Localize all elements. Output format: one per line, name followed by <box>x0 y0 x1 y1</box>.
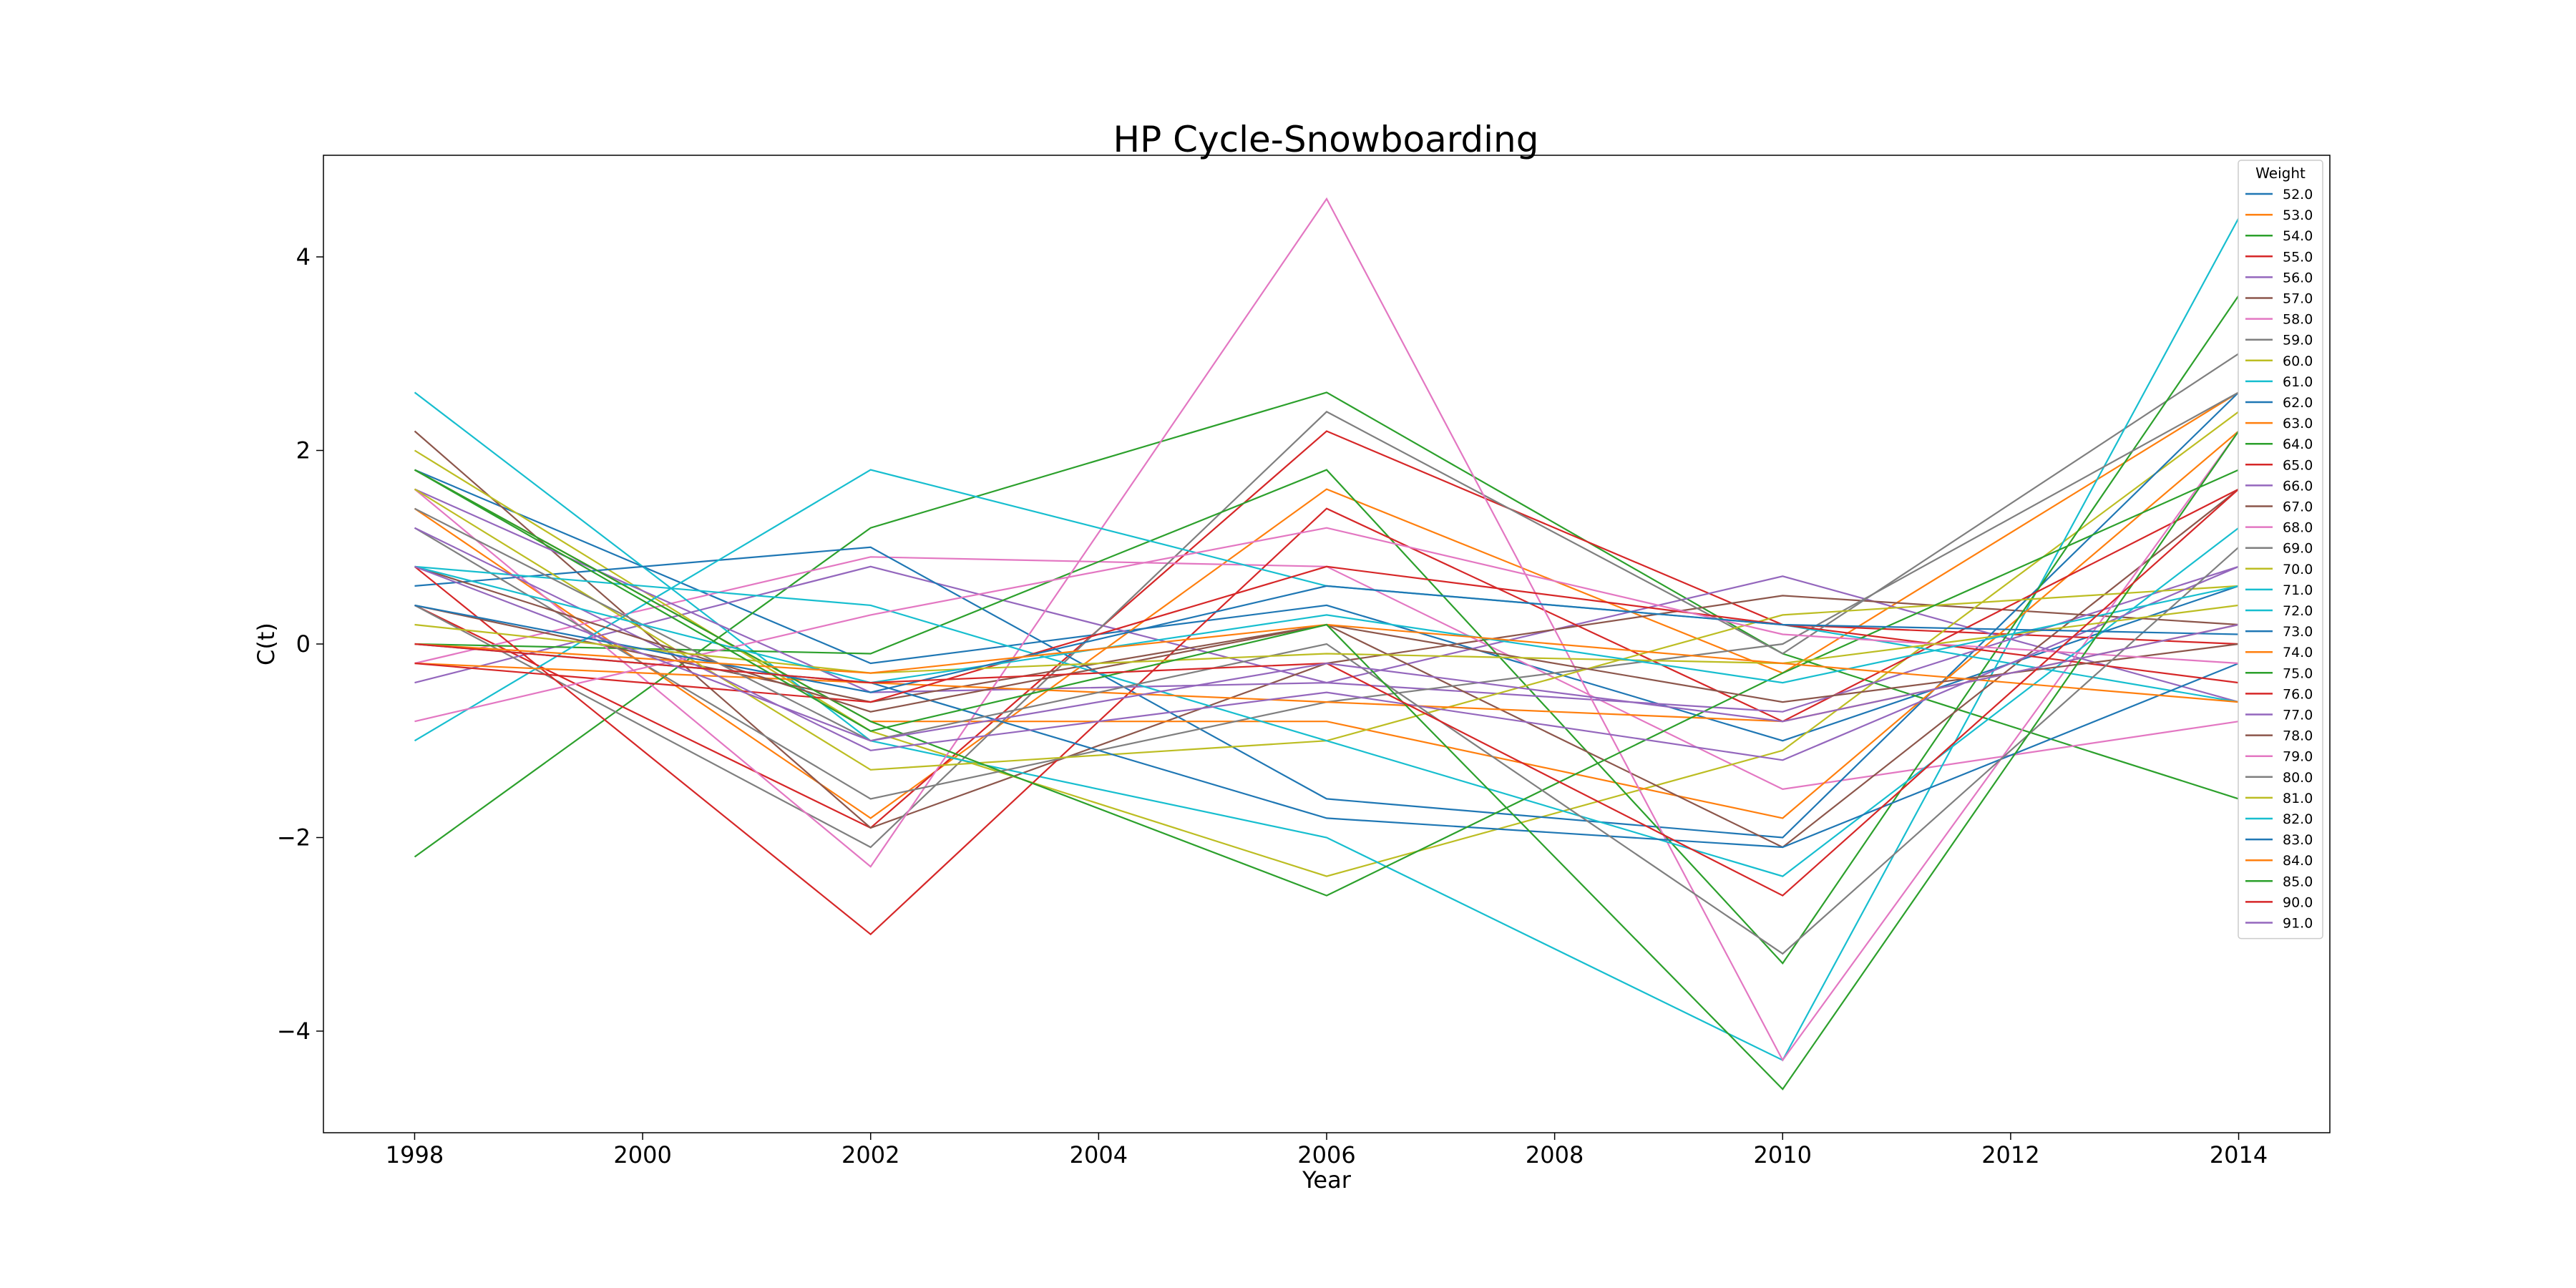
series-line-55.0 <box>414 430 2239 829</box>
x-tick-label: 2014 <box>2210 1141 2268 1169</box>
legend-label: 81.0 <box>2283 791 2313 806</box>
series-line-75.0 <box>414 469 2239 897</box>
legend-label: 77.0 <box>2283 708 2313 723</box>
x-tick-label: 1998 <box>386 1141 444 1169</box>
legend-label: 72.0 <box>2283 603 2313 619</box>
legend-label: 76.0 <box>2283 686 2313 702</box>
series-line-61.0 <box>414 218 2240 1062</box>
y-axis: −4 −2 0 2 4 <box>277 243 323 1045</box>
y-tick-label: 0 <box>296 630 311 658</box>
series-line-77.0 <box>414 527 2239 761</box>
legend-label: 85.0 <box>2283 874 2313 889</box>
legend-label: 66.0 <box>2283 478 2313 494</box>
legend: Weight 52.0 53.0 54.0 55.0 56.0 57.0 58.0 59.0 60… <box>2238 160 2323 940</box>
legend-label: 68.0 <box>2283 520 2313 536</box>
legend-label: 53.0 <box>2283 208 2313 223</box>
x-tick-label: 2002 <box>841 1141 899 1169</box>
legend-title: Weight <box>2255 165 2306 182</box>
legend-label: 83.0 <box>2283 832 2313 848</box>
series-line-56.0 <box>414 565 2239 703</box>
series-line-59.0 <box>414 353 2240 849</box>
legend-label: 67.0 <box>2283 499 2313 515</box>
series-line-80.0 <box>414 507 2240 955</box>
legend-label: 78.0 <box>2283 728 2313 744</box>
legend-label: 91.0 <box>2283 916 2313 932</box>
x-tick-label: 2006 <box>1297 1141 1355 1169</box>
series-line-57.0 <box>414 430 2239 829</box>
y-tick-label: 4 <box>296 243 311 270</box>
x-tick-label: 2000 <box>613 1141 671 1169</box>
legend-label: 64.0 <box>2283 436 2313 452</box>
legend-label: 69.0 <box>2283 541 2313 557</box>
legend-label: 57.0 <box>2283 291 2313 307</box>
legend-label: 90.0 <box>2283 894 2313 910</box>
legend-label: 84.0 <box>2283 853 2313 869</box>
legend-label: 60.0 <box>2283 353 2313 369</box>
legend-label: 79.0 <box>2283 749 2313 765</box>
series-line-53.0 <box>414 391 2240 819</box>
x-axis: 1998 2000 2002 2004 2006 2008 2010 2012 2014 <box>386 1133 2268 1169</box>
legend-label: 82.0 <box>2283 811 2313 827</box>
legend-box <box>2238 160 2323 940</box>
y-tick-label: 2 <box>296 437 311 464</box>
x-tick-label: 2008 <box>1526 1141 1584 1169</box>
legend-label: 62.0 <box>2283 395 2313 411</box>
legend-label: 71.0 <box>2283 582 2313 598</box>
plot-lines <box>414 197 2240 1091</box>
legend-label: 63.0 <box>2283 416 2313 431</box>
y-axis-label: C(t) <box>253 623 280 665</box>
legend-label: 75.0 <box>2283 665 2313 681</box>
series-line-70.0 <box>414 488 2239 771</box>
series-line-66.0 <box>414 488 2239 713</box>
legend-label: 56.0 <box>2283 270 2313 286</box>
y-tick-label: −4 <box>277 1018 311 1045</box>
legend-label: 54.0 <box>2283 228 2313 244</box>
x-axis-label: Year <box>1302 1166 1352 1194</box>
legend-label: 55.0 <box>2283 249 2313 265</box>
chart-title: HP Cycle-Snowboarding <box>1113 119 1539 160</box>
legend-label: 73.0 <box>2283 624 2313 640</box>
series-line-91.0 <box>414 565 2239 742</box>
series-line-85.0 <box>414 430 2240 1091</box>
series-line-52.0 <box>414 469 2239 742</box>
x-tick-label: 2010 <box>1754 1141 1812 1169</box>
series-line-76.0 <box>414 565 2239 703</box>
legend-label: 61.0 <box>2283 374 2313 390</box>
series-line-68.0 <box>414 197 2240 1062</box>
x-tick-label: 2004 <box>1070 1141 1128 1169</box>
legend-label: 70.0 <box>2283 562 2313 577</box>
legend-label: 80.0 <box>2283 770 2313 786</box>
series-line-74.0 <box>414 623 2239 723</box>
legend-label: 65.0 <box>2283 457 2313 473</box>
legend-label: 74.0 <box>2283 645 2313 660</box>
series-line-64.0 <box>414 295 2240 965</box>
x-tick-label: 2012 <box>1981 1141 2039 1169</box>
legend-label: 59.0 <box>2283 333 2313 348</box>
legend-label: 52.0 <box>2283 187 2313 203</box>
y-tick-label: −2 <box>277 824 311 851</box>
series-line-81.0 <box>414 604 2239 674</box>
legend-label: 58.0 <box>2283 312 2313 328</box>
